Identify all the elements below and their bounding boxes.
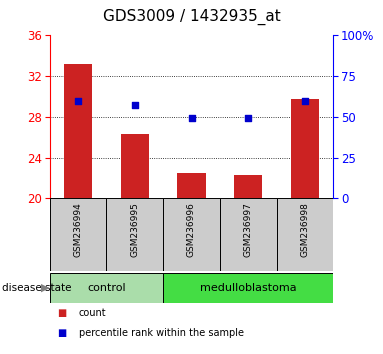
Text: GSM236997: GSM236997 bbox=[244, 202, 253, 257]
Text: GSM236994: GSM236994 bbox=[74, 202, 83, 257]
Text: GDS3009 / 1432935_at: GDS3009 / 1432935_at bbox=[103, 9, 280, 25]
Point bbox=[188, 116, 195, 121]
Bar bbox=[163, 198, 220, 271]
Text: GSM236996: GSM236996 bbox=[187, 202, 196, 257]
Bar bbox=[220, 198, 277, 271]
Text: count: count bbox=[79, 308, 106, 318]
Bar bbox=[64, 64, 92, 198]
Text: GSM236998: GSM236998 bbox=[300, 202, 309, 257]
Point bbox=[302, 98, 308, 103]
Text: control: control bbox=[87, 282, 126, 293]
Bar bbox=[121, 134, 149, 198]
Bar bbox=[106, 198, 163, 271]
Text: ■: ■ bbox=[57, 328, 67, 338]
Point bbox=[75, 98, 81, 103]
Bar bbox=[277, 198, 333, 271]
Text: percentile rank within the sample: percentile rank within the sample bbox=[79, 328, 244, 338]
Text: disease state: disease state bbox=[2, 282, 71, 293]
Bar bbox=[50, 198, 106, 271]
Text: ▶: ▶ bbox=[41, 282, 49, 293]
Text: medulloblastoma: medulloblastoma bbox=[200, 282, 296, 293]
Bar bbox=[163, 273, 333, 303]
Bar bbox=[234, 175, 262, 198]
Text: GSM236995: GSM236995 bbox=[130, 202, 139, 257]
Point bbox=[132, 103, 138, 108]
Bar bbox=[50, 273, 163, 303]
Text: ■: ■ bbox=[57, 308, 67, 318]
Point bbox=[245, 116, 251, 121]
Bar bbox=[291, 98, 319, 198]
Bar bbox=[177, 173, 206, 198]
